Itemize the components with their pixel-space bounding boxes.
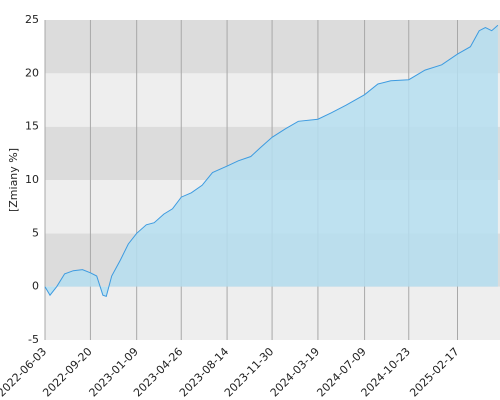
y-tick-label: 10 [25, 173, 39, 186]
x-tick-label: 2025-02-17 [407, 345, 461, 399]
y-tick-label: -5 [28, 333, 39, 346]
area-fill [45, 25, 498, 297]
y-tick-label: 25 [25, 13, 39, 26]
y-tick-label: 0 [32, 280, 39, 293]
y-tick-label: 5 [32, 226, 39, 239]
y-axis-label: [Zmiany %] [7, 148, 20, 212]
y-tick-label: 20 [25, 66, 39, 79]
y-tick-label: 15 [25, 120, 39, 133]
x-tick-label: 2024-03-19 [268, 345, 322, 399]
line [44, 24, 499, 297]
